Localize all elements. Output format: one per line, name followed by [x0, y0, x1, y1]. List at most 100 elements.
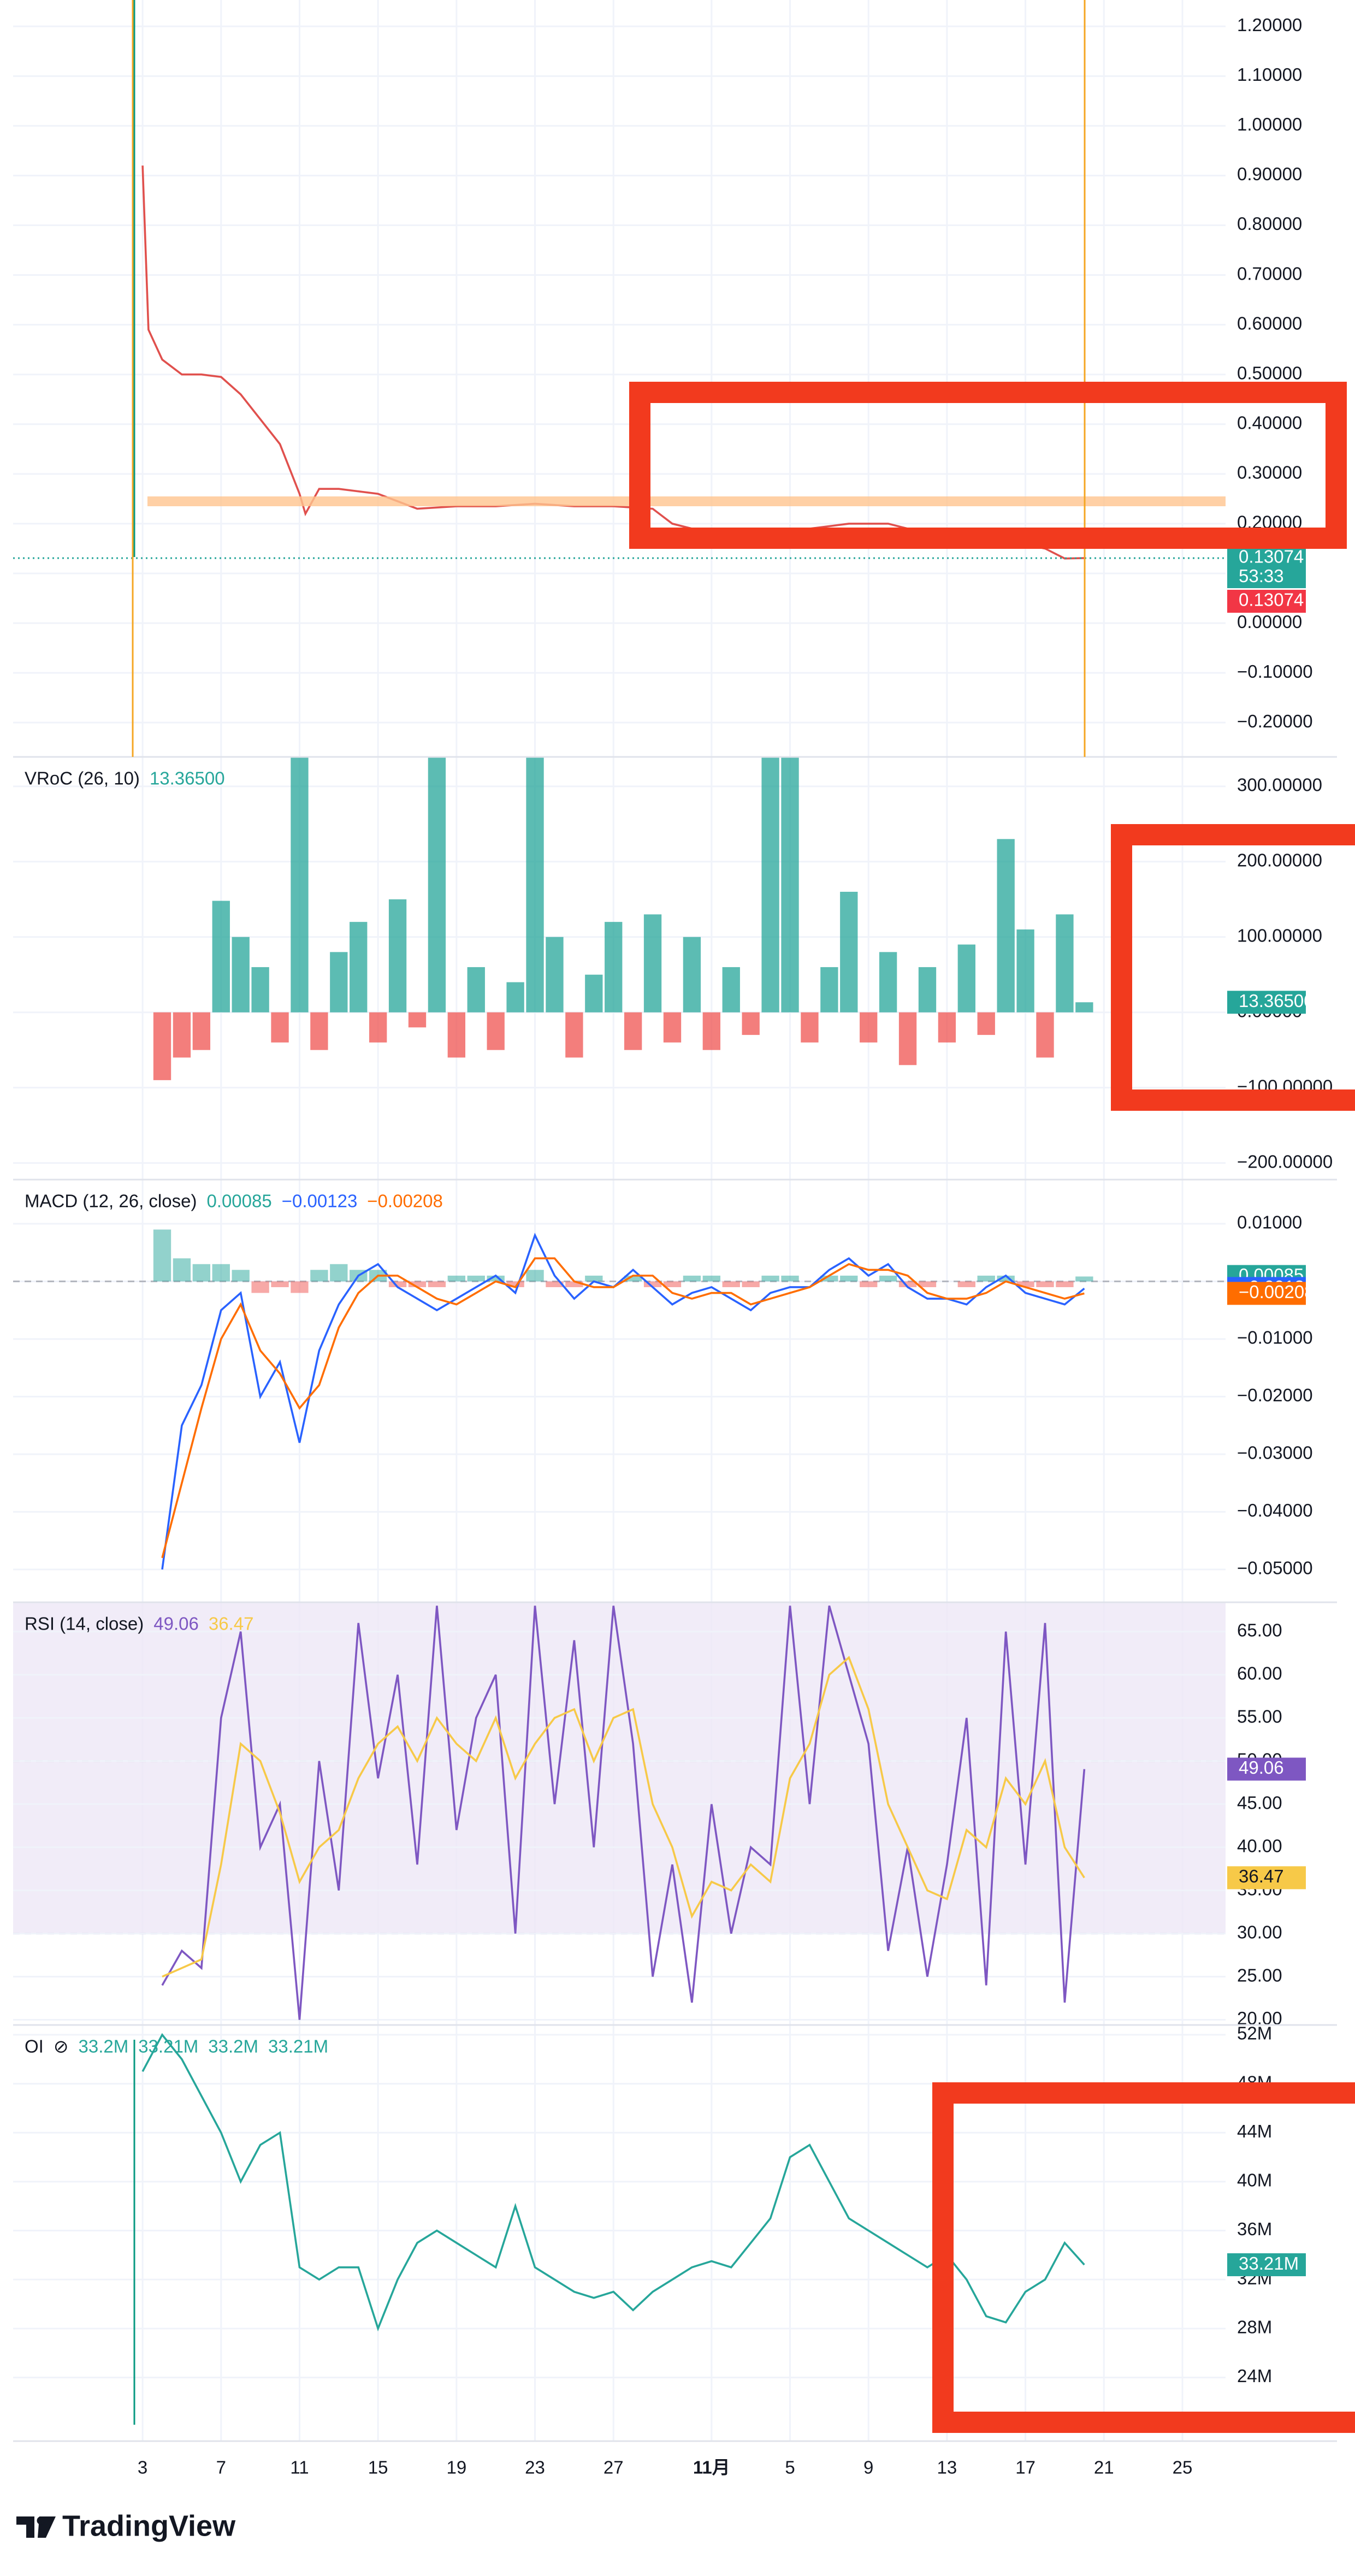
- y-tick-label: 65.00: [1237, 1620, 1282, 1640]
- histogram-bar: [683, 937, 701, 1012]
- histogram-bar: [565, 1012, 583, 1058]
- x-tick-label: 27: [603, 2457, 624, 2478]
- y-tick-label: 0.90000: [1237, 164, 1302, 184]
- series-line: [162, 1656, 1085, 1978]
- histogram-bar: [251, 1281, 269, 1293]
- histogram-bar: [702, 1012, 720, 1050]
- histogram-bar: [1016, 1281, 1034, 1287]
- y-tick-label: −0.10000: [1237, 661, 1313, 682]
- histogram-bar: [388, 899, 407, 1012]
- histogram-bar: [447, 1012, 466, 1058]
- histogram-bar: [251, 967, 269, 1012]
- histogram-bar: [232, 937, 250, 1012]
- histogram-bar: [153, 1229, 171, 1282]
- y-tick-label: 60.00: [1237, 1663, 1282, 1683]
- histogram-bar: [173, 1258, 191, 1282]
- histogram-bar: [271, 1012, 289, 1043]
- y-tick-label: −0.03000: [1237, 1443, 1313, 1463]
- histogram-bar: [1075, 1002, 1093, 1012]
- series-line: [161, 1605, 1086, 2020]
- legend-value: 13.36500: [150, 768, 225, 789]
- histogram-bar: [957, 944, 975, 1012]
- value-tag-label: 33.21M: [1239, 2253, 1299, 2273]
- histogram-bar: [428, 1281, 446, 1287]
- histogram-bar: [212, 901, 230, 1012]
- y-tick-label: 200.00000: [1237, 850, 1322, 870]
- legend-value: 33.21M: [268, 2036, 328, 2057]
- histogram-bar: [860, 1281, 878, 1287]
- histogram-bar: [173, 1012, 191, 1058]
- y-tick-label: −0.20000: [1237, 711, 1313, 731]
- y-tick-label: 0.01000: [1237, 1212, 1302, 1233]
- histogram-bar: [546, 1281, 564, 1287]
- x-tick-label: 21: [1094, 2457, 1114, 2478]
- histogram-bar: [585, 1275, 603, 1282]
- countdown: 53:33: [1239, 566, 1284, 586]
- histogram-bar: [408, 1012, 427, 1028]
- histogram-bar: [291, 1281, 309, 1293]
- legend-value: 36.47: [209, 1614, 254, 1634]
- histogram-bar: [1056, 914, 1074, 1012]
- legend-value: −0.00123: [282, 1191, 358, 1211]
- histogram-bar: [918, 1281, 937, 1287]
- histogram-bar: [683, 1275, 701, 1282]
- value-tag: [1227, 546, 1306, 570]
- y-tick-label: 28M: [1237, 2317, 1272, 2337]
- histogram-bar: [192, 1012, 211, 1050]
- y-tick-label: −0.01000: [1237, 1328, 1313, 1348]
- x-tick-label: 3: [138, 2457, 147, 2478]
- panel: [13, 757, 1226, 1164]
- histogram-bar: [585, 974, 603, 1012]
- y-tick-label: 1.00000: [1237, 114, 1302, 134]
- series-line: [161, 1257, 1085, 1559]
- legend-title: MACD (12, 26, close): [25, 1191, 197, 1211]
- x-tick-label: 11月: [693, 2457, 730, 2478]
- histogram-bar: [369, 1012, 387, 1043]
- histogram-bar: [388, 1281, 407, 1287]
- y-tick-label: −200.00000: [1237, 1151, 1333, 1171]
- y-tick-label: 52M: [1237, 2023, 1272, 2044]
- legend-value: 49.06: [153, 1614, 199, 1634]
- histogram-bar: [408, 1281, 427, 1287]
- histogram-bar: [722, 1281, 740, 1287]
- value-tag-label: 13.36500: [1239, 991, 1314, 1011]
- legend-value: 33.21M: [138, 2036, 198, 2057]
- histogram-bar: [801, 1012, 819, 1043]
- histogram-bar: [840, 1275, 858, 1282]
- histogram-bar: [1075, 1276, 1093, 1282]
- histogram-bar: [997, 1275, 1015, 1282]
- legend-value: 33.2M: [79, 2036, 129, 2057]
- histogram-bar: [565, 1281, 583, 1287]
- histogram-bar: [310, 1270, 328, 1282]
- value-tag: [1227, 991, 1306, 1014]
- histogram-bar: [997, 839, 1015, 1012]
- histogram-bar: [153, 1012, 171, 1080]
- y-tick-label: 300.00000: [1237, 775, 1322, 795]
- y-tick-label: −0.05000: [1237, 1558, 1313, 1578]
- y-tick-label: 55.00: [1237, 1706, 1282, 1726]
- histogram-bar: [820, 967, 838, 1012]
- histogram-bar: [643, 914, 662, 1012]
- histogram-bar: [840, 891, 858, 1012]
- x-tick-label: 7: [216, 2457, 226, 2478]
- y-tick-label: −0.02000: [1237, 1385, 1313, 1405]
- y-tick-label: 0.00000: [1237, 612, 1302, 632]
- histogram-bar: [977, 1012, 995, 1035]
- x-tick-label: 13: [937, 2457, 957, 2478]
- histogram-bar: [781, 757, 799, 1012]
- value-tag-label: −0.00208: [1239, 1282, 1315, 1302]
- value-tag-label: 49.06: [1239, 1757, 1284, 1778]
- histogram-bar: [1016, 929, 1034, 1012]
- histogram-bar: [722, 967, 740, 1012]
- y-tick-label: 44M: [1237, 2121, 1272, 2141]
- panel: [13, 1602, 1226, 2021]
- histogram-bar: [761, 757, 779, 1012]
- value-tag-label: 36.47: [1239, 1866, 1284, 1886]
- histogram-bar: [938, 1012, 956, 1043]
- histogram-bar: [781, 1275, 799, 1282]
- y-tick-label: 24M: [1237, 2366, 1272, 2386]
- histogram-bar: [1036, 1012, 1054, 1058]
- legend-title: VRoC (26, 10): [25, 768, 140, 789]
- legend-value: 0.00085: [206, 1191, 271, 1211]
